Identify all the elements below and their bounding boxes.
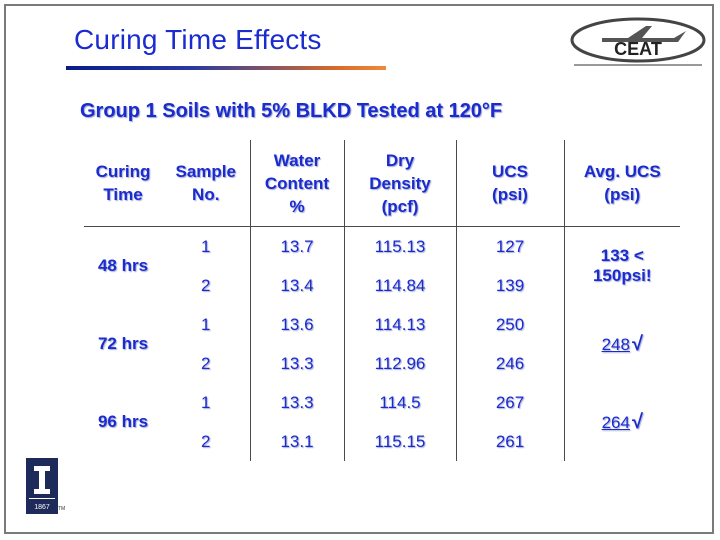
ceat-logo: CEAT [570,17,706,66]
header-avg-ucs: Avg. UCS (psi) [563,140,680,227]
ceat-logo-text: CEAT [614,39,662,59]
title-underline [66,66,386,70]
water-content-cell: 13.6 [249,305,344,344]
dry-density-cell: 114.5 [343,383,456,422]
sample-cell: 2 [201,275,211,295]
check-icon: √ [631,410,643,433]
dry-density-cell: 112.96 [343,344,456,383]
avg-ucs-cell: 248 √ [563,305,680,383]
ucs-cell: 261 [455,422,564,461]
sample-cell: 1 [201,392,211,412]
university-logo-year: 1867 [34,504,50,511]
sample-cell: 1 [201,236,211,256]
header-curing-time: Curing Time [84,140,162,227]
avg-ucs-cell: 133 < 150psi! [563,226,680,305]
dry-density-cell: 115.15 [343,422,456,461]
header-dry-density: Dry Density (pcf) [343,140,456,227]
avg-ucs-note-line2: 150psi! [592,266,652,285]
table-row: 48 hrs 1 13.7 115.13 127 133 < 150psi! [84,226,680,305]
slide-subtitle: Group 1 Soils with 5% BLKD Tested at 120… [80,100,503,122]
table-row: 72 hrs 1 13.6 114.13 250 248 √ [84,305,680,383]
water-content-cell: 13.3 [249,344,344,383]
dry-density-cell: 115.13 [343,226,456,266]
dry-density-cell: 114.84 [343,266,456,305]
water-content-cell: 13.7 [249,226,344,266]
curing-time-cell: 48 hrs [97,256,149,275]
trademark-mark: TM [58,506,66,512]
avg-ucs-cell: 264 √ [563,383,680,461]
university-of-illinois-logo: 1867 [26,458,58,514]
sample-cell: 2 [201,353,211,373]
slide-title: Curing Time Effects [74,24,322,55]
ucs-cell: 246 [455,344,564,383]
water-content-cell: 13.3 [249,383,344,422]
header-water-content: Water Content % [249,140,344,227]
water-content-cell: 13.1 [249,422,344,461]
header-sample-no: Sample No. [162,140,250,227]
water-content-cell: 13.4 [249,266,344,305]
table-row: 2 13.3 112.96 246 [84,344,680,383]
table-row: 2 13.1 115.15 261 [84,422,680,461]
ucs-cell: 267 [455,383,564,422]
header-ucs: UCS (psi) [455,140,564,227]
ucs-cell: 139 [455,266,564,305]
check-icon: √ [631,332,643,355]
dry-density-cell: 114.13 [343,305,456,344]
table-row: 96 hrs 1 13.3 114.5 267 264 √ [84,383,680,461]
ucs-cell: 250 [455,305,564,344]
ucs-cell: 127 [455,226,564,266]
ucs-results-table: Curing Time Sample No. Water Content % D… [84,140,680,461]
avg-ucs-note-line1: 133 < [600,246,644,265]
avg-ucs-value: 264 [601,412,630,432]
sample-cell: 2 [201,431,211,451]
curing-time-cell: 72 hrs [97,334,149,353]
table-row: 2 13.4 114.84 139 [84,266,680,305]
curing-time-cell: 96 hrs [97,412,149,431]
sample-cell: 1 [201,314,211,334]
slide-frame [4,4,714,534]
table-header-row: Curing Time Sample No. Water Content % D… [84,140,680,227]
avg-ucs-value: 248 [601,334,630,354]
